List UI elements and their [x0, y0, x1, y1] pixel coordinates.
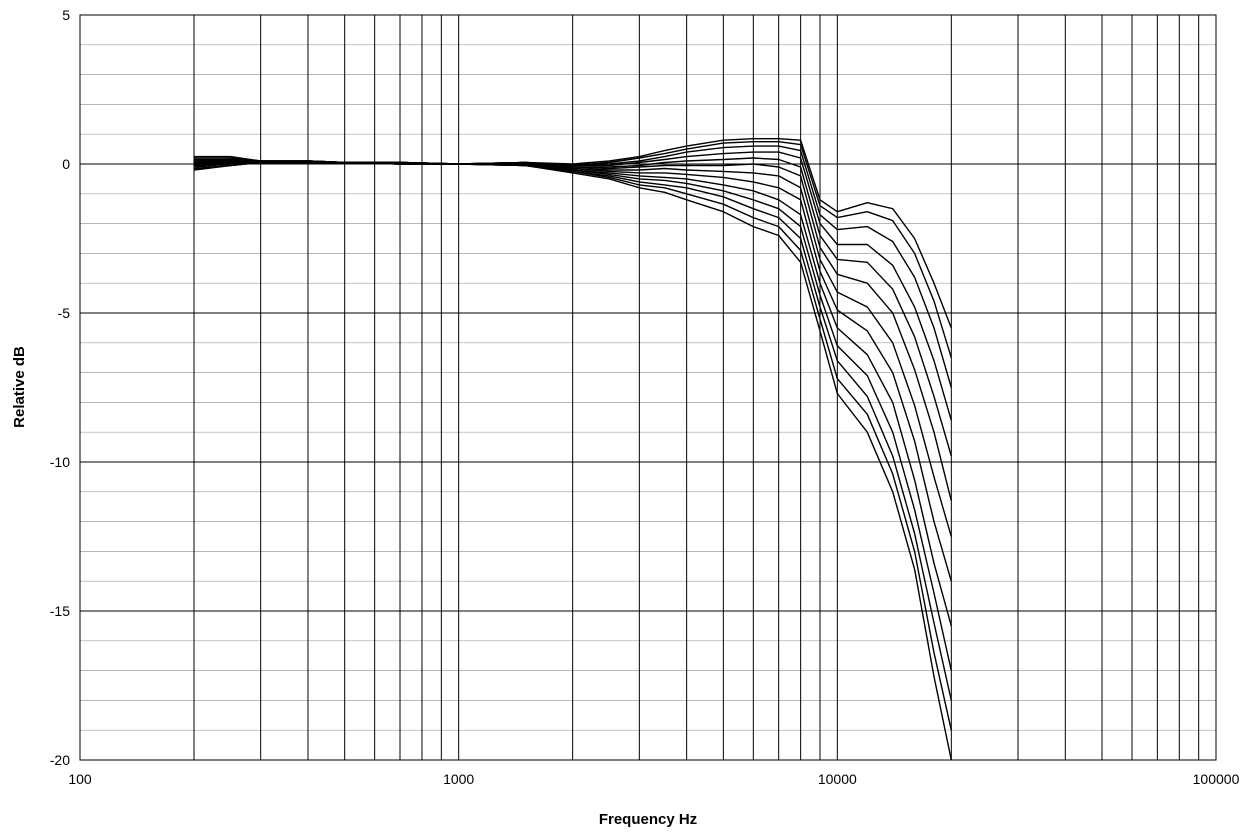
- y-axis-title: Relative dB: [11, 346, 28, 428]
- series-line-13: [193, 161, 952, 761]
- x-axis-title: Frequency Hz: [599, 811, 697, 828]
- x-tick-label: 1000: [443, 771, 474, 787]
- series-lines: [193, 137, 952, 761]
- plot-area: [80, 15, 1216, 760]
- y-tick-label: -10: [50, 454, 70, 470]
- y-tick-label: -5: [58, 305, 71, 321]
- x-tick-label: 100000: [1193, 771, 1240, 787]
- axis-tick-labels: 100 1000 10000 100000 5 0 -5 -10 -15 -20: [50, 7, 1240, 787]
- plot-frame: [79, 14, 1217, 761]
- y-tick-label: -20: [50, 752, 70, 768]
- y-tick-label: 5: [62, 7, 70, 23]
- y-tick-label: -15: [50, 603, 70, 619]
- x-tick-label: 100: [68, 771, 92, 787]
- y-tick-label: 0: [62, 156, 70, 172]
- grid-lines: [79, 14, 1217, 761]
- x-tick-label: 10000: [818, 771, 857, 787]
